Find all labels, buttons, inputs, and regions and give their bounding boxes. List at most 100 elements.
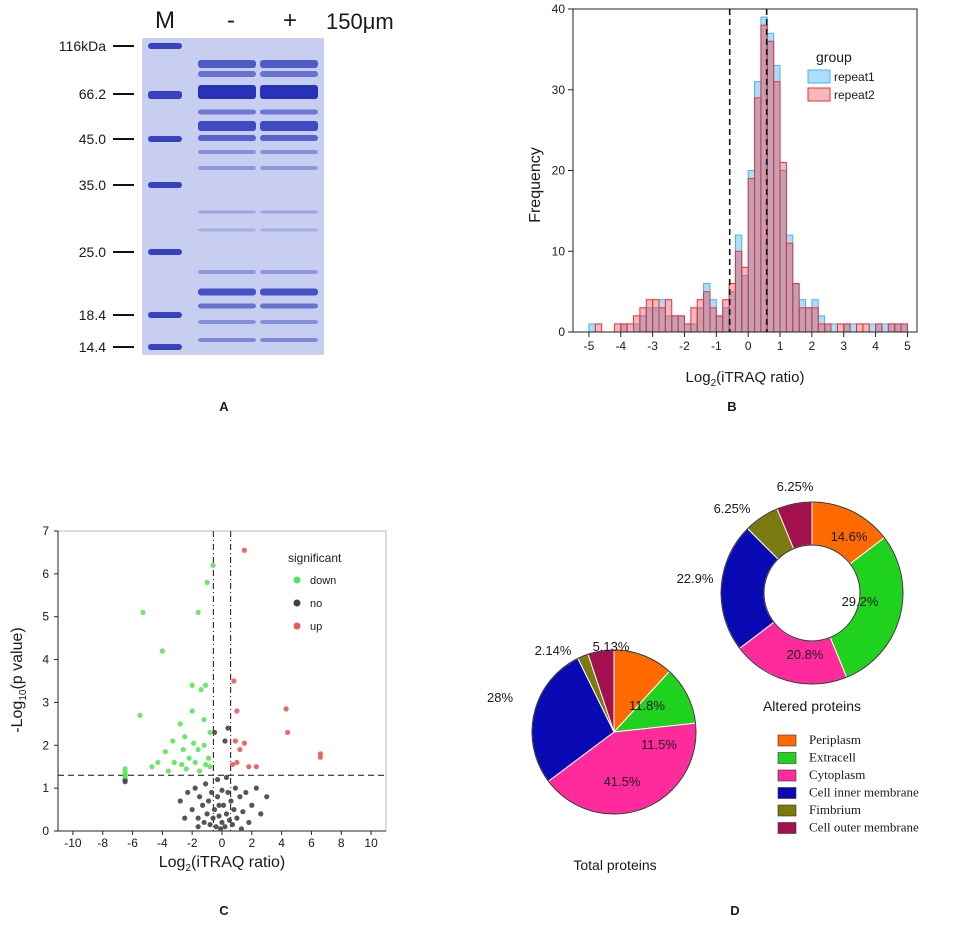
histogram-bar-repeat1: [881, 323, 889, 333]
volcano-point-no: [258, 811, 264, 817]
volcano-point-down: [198, 686, 204, 693]
pie-slice-label: 28%: [487, 690, 513, 705]
volcano-point-no: [216, 802, 222, 808]
sample-lane-band: [260, 60, 318, 68]
panel-label-c: C: [219, 903, 229, 918]
volcano-point-up: [232, 738, 239, 744]
volcano-point-no: [177, 798, 183, 804]
volcano-point-up: [229, 761, 236, 768]
panel-a-gel: M - + 150μm 116kDa 66.2 45.0 35.0 25.0 18.4 14…: [59, 7, 394, 414]
sample-lane-band: [260, 228, 318, 232]
volcano-point-down: [207, 764, 213, 770]
legend-label-repeat1: repeat1: [834, 70, 875, 84]
volcano-point-no: [223, 774, 230, 781]
volcano-point-no: [210, 815, 216, 821]
volcano-point-no: [216, 813, 222, 819]
marker-lane-band: [148, 182, 182, 188]
histogram-bar-repeat2: [843, 323, 851, 333]
volcano-ylabel-sub: 10: [18, 689, 29, 701]
volcano-point-no: [225, 725, 231, 731]
gel-header-plus: +: [283, 7, 297, 34]
histogram-xtick-label: 1: [777, 339, 784, 353]
volcano-point-no: [214, 776, 221, 783]
volcano-ytick-label: 3: [42, 695, 49, 709]
volcano-point-no: [222, 738, 228, 744]
sample-lane-band: [198, 135, 256, 141]
pie-slice-label: 41.5%: [604, 774, 641, 789]
volcano-point-down: [170, 738, 176, 744]
volcano-point-no: [203, 781, 209, 787]
pie-legend-swatch: [777, 804, 797, 817]
marker-lane-band: [148, 43, 182, 49]
histogram-bar-repeat1: [868, 323, 877, 333]
sample-lane-band: [260, 270, 318, 274]
pie-slice-label: 29.2%: [842, 594, 879, 609]
volcano-point-no: [213, 824, 219, 830]
histogram-bar-repeat2: [594, 323, 603, 333]
histogram-bar-repeat1: [849, 323, 857, 333]
pie-legend-label: Fimbrium: [809, 802, 861, 817]
volcano-point-no: [249, 802, 255, 808]
volcano-point-no: [219, 787, 225, 793]
volcano-point-no: [217, 826, 224, 832]
histogram-bar-repeat2: [722, 299, 730, 333]
sample-lane-band: [198, 320, 256, 324]
volcano-point-down: [165, 768, 171, 774]
pie-legend-swatch: [777, 822, 797, 834]
histogram-bar-repeat2: [734, 250, 743, 333]
histogram-ytick-label: 30: [552, 83, 566, 97]
histogram-bar-repeat2: [875, 323, 883, 333]
volcano-point-down: [195, 609, 201, 616]
pie-legend-swatch: [777, 752, 797, 764]
histogram-bar-repeat2: [620, 323, 628, 333]
histogram-bar-repeat2: [836, 323, 845, 333]
volcano-point-down: [183, 766, 189, 772]
pie-legend: Periplasm Extracell Cytoplasm Cell inner me…: [777, 732, 919, 835]
volcano-point-no: [201, 819, 207, 826]
volcano-point-no: [211, 729, 218, 736]
pie-slice-label: 20.8%: [787, 647, 824, 662]
histogram-bar-repeat2: [613, 323, 622, 333]
pie-legend-swatch: [777, 769, 797, 782]
gel-marker-label: 116kDa: [59, 38, 106, 54]
volcano-point-no: [185, 789, 191, 796]
volcano-point-no: [189, 806, 195, 813]
panel-label-a: A: [219, 399, 229, 414]
pie-total-title: Total proteins: [573, 857, 656, 873]
volcano-point-down: [155, 759, 161, 766]
volcano-points: [122, 547, 323, 832]
volcano-point-up: [253, 764, 259, 770]
sample-lane-band: [260, 135, 318, 141]
volcano-point-no: [240, 809, 246, 815]
volcano-point-no: [122, 779, 128, 785]
histogram-bar-repeat2: [664, 299, 673, 333]
volcano-point-no: [195, 815, 201, 821]
volcano-axes: -10 -8 -6 -4 -2 0 2 4 6 8 10 0 1 2 3 4 5 6 7: [42, 524, 387, 850]
histogram-bar-repeat2: [766, 40, 775, 333]
legend-dot-down: [293, 576, 301, 584]
volcano-xlabel: Log2(iTRAQ ratio): [159, 854, 286, 874]
gel-header-concentration: 150μm: [326, 9, 394, 34]
volcano-point-down: [204, 579, 210, 586]
histogram-bars: [588, 16, 908, 333]
volcano-point-up: [237, 746, 243, 753]
histogram-bar-repeat2: [773, 81, 781, 333]
volcano-xtick-label: 6: [308, 836, 315, 850]
volcano-point-down: [205, 755, 212, 761]
histogram-legend: group repeat1 repeat2: [807, 49, 875, 102]
volcano-ytick-label: 2: [42, 738, 49, 752]
histogram-ytick-label: 20: [552, 164, 566, 178]
pie-altered-title: Altered proteins: [763, 698, 861, 714]
histogram-bar-repeat2: [741, 266, 749, 333]
pie-legend-label: Extracell: [809, 750, 856, 765]
sample-lane-band: [260, 71, 318, 77]
volcano-point-down: [137, 712, 143, 718]
histogram-bar-repeat2: [658, 307, 666, 333]
volcano-point-no: [225, 789, 231, 796]
volcano-ylabel-tail: (p value): [9, 627, 26, 689]
volcano-point-up: [317, 754, 323, 760]
panel-d-pies: 14.6% 29.2% 20.8% 22.9% 6.25% 6.25% 11.8% 11.5…: [487, 479, 919, 918]
volcano-point-up: [241, 547, 247, 553]
histogram-bar-repeat2: [715, 315, 724, 333]
